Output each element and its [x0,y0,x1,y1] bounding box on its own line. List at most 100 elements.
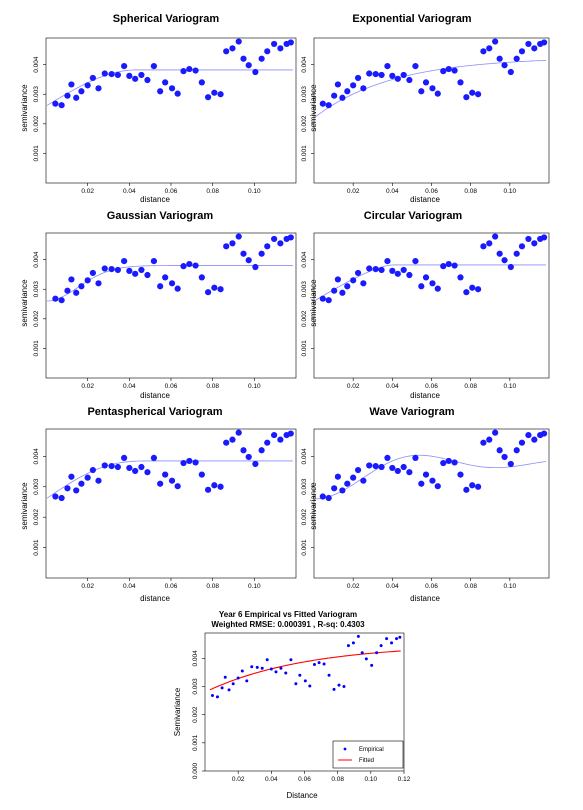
x-tick-label: 0.02 [347,188,360,195]
empirical-point [95,85,102,92]
empirical-point [258,447,265,454]
empirical-point [52,295,59,302]
empirical-point [126,267,133,274]
y-tick-label: 0.003 [192,678,199,695]
empirical-point [350,474,357,481]
empirical-point [400,463,407,471]
empirical-point [518,243,526,250]
empirical-point [469,89,476,96]
y-axis-label: Semivariance [173,687,182,736]
empirical-point [412,63,419,70]
empirical-point [451,459,458,466]
empirical-point [434,483,441,490]
empirical-point [138,266,145,274]
empirical-point [496,250,503,257]
y-axis-label: semivariance [20,84,29,132]
empirical-point [211,284,218,291]
empirical-point [445,65,452,73]
spherical-variogram-panel: Spherical Variogram distance semivarianc… [20,13,297,204]
empirical-point [180,459,187,467]
empirical-point [463,486,470,493]
empirical-point [325,494,332,502]
x-axis-label: distance [140,195,170,204]
empirical-point [192,459,199,466]
empirical-point [250,665,254,669]
empirical-point [198,79,205,86]
empirical-point [235,429,242,436]
empirical-point [319,493,326,500]
x-tick-label: 0.08 [206,188,219,195]
empirical-point [289,658,293,662]
empirical-point [475,286,482,293]
empirical-point [394,75,401,82]
empirical-point [108,462,115,470]
x-tick-label: 0.02 [81,188,94,195]
empirical-point [114,266,121,274]
empirical-point [245,257,252,264]
empirical-point [486,240,493,247]
y-tick-label: 0.001 [301,340,308,357]
empirical-point [372,71,379,78]
empirical-point [334,276,341,283]
y-tick-label: 0.002 [33,310,40,327]
empirical-point [370,663,374,667]
empirical-point [322,662,326,666]
empirical-point [186,457,193,465]
empirical-point [366,462,373,469]
empirical-point [144,271,151,279]
empirical-point [317,661,321,665]
empirical-point [150,454,158,461]
pentaspherical-variogram-panel: Pentaspherical Variogram distance semiva… [20,406,297,603]
empirical-point [475,91,482,98]
empirical-point [240,55,247,62]
empirical-point [507,460,514,468]
empirical-point [334,81,341,88]
empirical-point [180,68,187,75]
empirical-point [445,457,452,465]
empirical-point [389,464,396,472]
empirical-point [108,266,115,273]
empirical-point [138,71,145,79]
empirical-point [108,71,115,78]
empirical-point [327,673,331,677]
empirical-point [525,431,532,439]
empirical-point [319,295,326,302]
empirical-point [360,280,367,287]
empirical-point [68,276,75,283]
x-tick-label: 0.10 [365,776,378,783]
empirical-point [501,453,508,461]
empirical-point [531,436,538,443]
fitted-curve [46,460,293,499]
empirical-point [78,88,85,95]
empirical-point [384,258,391,265]
empirical-point [501,257,508,264]
empirical-point [210,694,214,698]
empirical-point [52,493,59,500]
empirical-point [157,480,164,487]
x-tick-label: 0.08 [206,383,219,390]
legend: Empirical Fitted [332,740,404,769]
empirical-point [271,431,278,439]
empirical-point [356,634,360,638]
empirical-point [422,471,430,478]
y-tick-label: 0.002 [301,115,308,132]
empirical-point [475,483,482,490]
empirical-point [492,429,499,436]
empirical-point [114,463,121,471]
empirical-point [217,286,224,293]
empirical-point [525,235,532,243]
y-tick-label: 0.001 [301,145,308,162]
empirical-point [492,38,499,45]
y-tick-label: 0.001 [33,340,40,357]
empirical-point [89,269,96,277]
empirical-point [126,464,133,472]
empirical-point [78,283,85,290]
empirical-point [223,243,230,250]
x-tick-label: 0.02 [81,583,94,590]
empirical-point [89,74,96,82]
empirical-point [271,40,278,48]
empirical-point [400,266,407,274]
empirical-point [84,277,91,284]
y-tick-label: 0.004 [301,56,308,73]
empirical-point [265,658,269,662]
